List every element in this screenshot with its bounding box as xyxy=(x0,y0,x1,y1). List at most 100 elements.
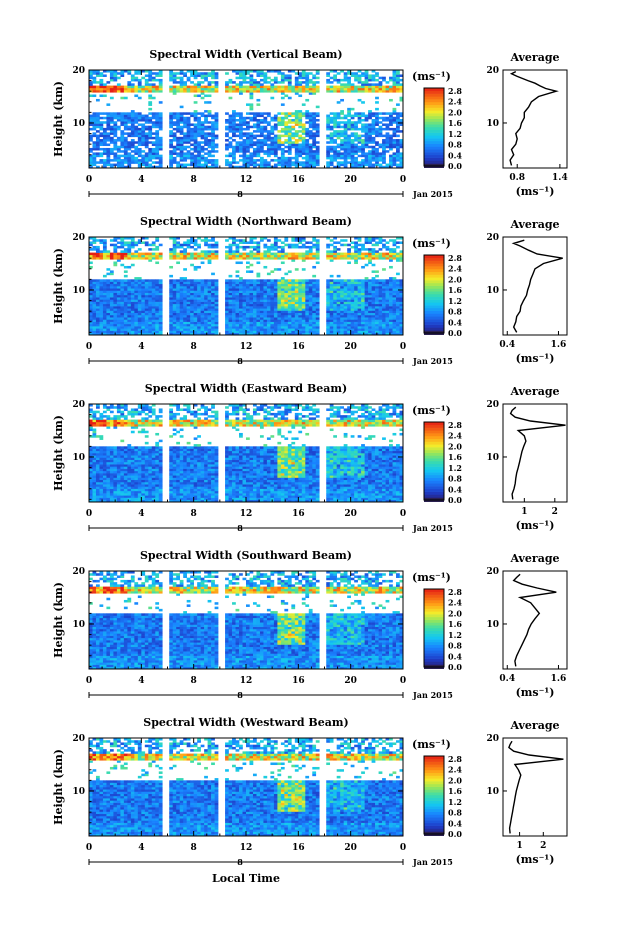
heat-cell xyxy=(396,116,400,120)
heat-cell xyxy=(144,319,149,322)
heat-cell xyxy=(137,132,142,135)
heat-cell xyxy=(298,143,303,147)
heat-cell xyxy=(378,283,383,287)
heat-cell xyxy=(340,288,344,291)
heat-cell xyxy=(127,161,132,164)
heat-cell xyxy=(392,85,397,89)
heat-cell xyxy=(204,303,208,307)
heat-cell xyxy=(354,321,358,325)
heat-cell xyxy=(326,72,331,75)
heat-cell xyxy=(148,72,153,75)
heat-cell xyxy=(252,114,257,118)
heat-cell xyxy=(95,90,100,93)
heat-cell xyxy=(120,288,125,291)
heat-cell xyxy=(158,286,163,289)
heat-cell xyxy=(357,127,362,131)
heat-cell xyxy=(266,283,271,287)
heat-cell xyxy=(266,252,271,256)
heat-cell xyxy=(329,139,334,142)
heat-cell xyxy=(211,165,215,169)
heat-cell xyxy=(155,72,160,75)
heat-cell xyxy=(89,159,93,162)
heat-cell xyxy=(155,87,160,91)
heat-cell xyxy=(148,163,153,167)
heat-cell xyxy=(123,281,128,285)
heat-cell xyxy=(106,310,111,314)
heat-cell xyxy=(361,314,365,318)
heat-cell xyxy=(92,154,97,158)
heat-cell xyxy=(144,139,149,142)
heat-cell xyxy=(141,139,146,142)
heat-cell xyxy=(190,292,194,296)
heat-cell xyxy=(343,78,348,82)
heat-cell xyxy=(329,332,334,336)
heat-cell xyxy=(371,321,376,325)
heat-cell xyxy=(116,154,121,158)
heat-cell xyxy=(336,330,341,334)
heat-cell xyxy=(134,147,139,151)
heat-cell xyxy=(249,326,254,329)
heat-cell xyxy=(190,152,194,155)
heat-cell xyxy=(301,332,306,336)
heat-cell xyxy=(263,279,268,282)
colorbar-segment xyxy=(424,160,444,164)
heat-cell xyxy=(249,241,254,244)
heat-cell xyxy=(155,297,160,300)
heat-cell xyxy=(200,306,205,309)
heat-cell xyxy=(186,288,191,291)
heat-cell xyxy=(134,257,139,260)
heat-cell xyxy=(176,72,181,75)
heat-cell xyxy=(291,294,296,298)
heat-cell xyxy=(137,87,142,91)
heat-cell xyxy=(137,290,142,293)
heat-cell xyxy=(382,116,386,120)
heat-cell xyxy=(193,76,198,80)
heat-cell xyxy=(287,308,292,311)
heat-cell xyxy=(266,281,271,285)
heat-cell xyxy=(287,294,292,298)
heat-cell xyxy=(371,277,376,280)
heat-cell xyxy=(200,283,205,287)
avg-x-tick-label: 0.8 xyxy=(509,173,525,183)
heat-cell xyxy=(144,78,149,82)
heat-cell xyxy=(301,279,306,282)
heat-cell xyxy=(144,165,149,169)
heat-cell xyxy=(144,163,149,167)
heat-cell xyxy=(277,139,282,142)
heat-cell xyxy=(193,312,198,316)
heat-cell xyxy=(214,310,219,314)
heat-cell xyxy=(141,136,146,140)
heat-cell xyxy=(116,241,121,244)
heat-cell xyxy=(169,281,174,285)
heat-cell xyxy=(95,116,100,120)
heat-cell xyxy=(200,281,205,285)
heat-cell xyxy=(329,252,334,256)
heat-cell xyxy=(280,119,285,122)
heat-cell xyxy=(354,125,358,129)
heat-cell xyxy=(280,248,285,251)
heat-cell xyxy=(158,125,163,129)
heat-cell xyxy=(256,326,261,329)
heat-cell xyxy=(273,297,278,300)
heat-cell xyxy=(144,286,149,289)
heat-cell xyxy=(305,294,310,298)
heat-cell xyxy=(249,332,254,336)
heat-cell xyxy=(211,159,215,162)
heat-cell xyxy=(197,121,201,124)
heat-cell xyxy=(280,112,285,115)
heat-cell xyxy=(246,310,250,314)
heat-cell xyxy=(361,257,365,260)
heat-cell xyxy=(239,261,243,265)
heat-cell xyxy=(361,243,365,247)
heat-cell xyxy=(207,294,212,298)
heat-cell xyxy=(252,116,257,120)
heat-cell xyxy=(127,312,132,316)
heat-cell xyxy=(130,323,135,327)
heat-cell xyxy=(106,70,111,73)
heat-cell xyxy=(123,294,128,298)
heat-cell xyxy=(89,76,93,80)
heat-cell xyxy=(361,163,365,167)
heat-cell xyxy=(123,114,128,118)
heat-cell xyxy=(169,248,174,251)
heat-cell xyxy=(249,288,254,291)
